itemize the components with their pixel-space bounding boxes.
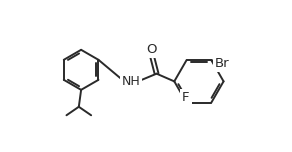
Text: F: F bbox=[182, 91, 190, 104]
Text: Br: Br bbox=[215, 57, 229, 70]
Text: O: O bbox=[146, 43, 157, 55]
Text: NH: NH bbox=[122, 75, 140, 88]
